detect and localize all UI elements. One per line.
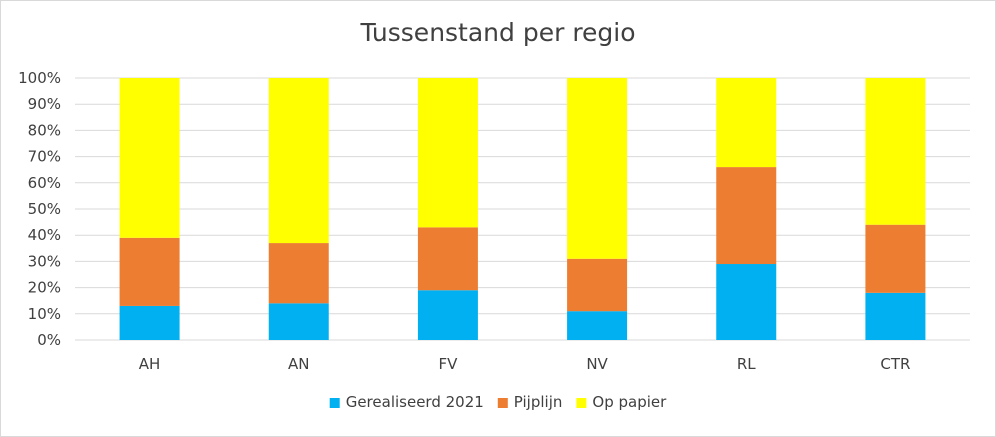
bar-an-op-papier	[268, 78, 329, 244]
legend-swatch	[497, 398, 508, 408]
chart-title: Tussenstand per regio	[360, 18, 636, 47]
y-tick-label: 80%	[28, 121, 61, 139]
y-tick-label: 70%	[28, 148, 61, 166]
bars	[119, 78, 926, 340]
bar-an-gerealiseerd-2021	[268, 303, 329, 340]
bar-nv-op-papier	[567, 78, 628, 259]
y-tick-label: 50%	[28, 200, 61, 218]
x-tick-label: AN	[288, 355, 309, 373]
bar-rl-pijplijn	[716, 167, 777, 265]
x-tick-label: RL	[737, 355, 756, 373]
bar-nv-gerealiseerd-2021	[567, 311, 628, 340]
y-tick-label: 10%	[28, 305, 61, 323]
gridlines	[75, 77, 970, 341]
legend: Gerealiseerd 2021 Pijplijn Op papier	[329, 393, 667, 411]
x-tick-label: AH	[139, 355, 161, 373]
y-tick-label: 100%	[18, 69, 61, 87]
bar-an-pijplijn	[268, 243, 329, 304]
bar-rl-gerealiseerd-2021	[716, 264, 777, 340]
legend-label: Gerealiseerd 2021	[346, 393, 484, 411]
y-axis-ticks: 0% 10% 20% 30% 40% 50% 60% 70% 80% 90% 100%	[18, 69, 61, 349]
bar-ctr-op-papier	[865, 78, 926, 225]
legend-swatch	[576, 398, 587, 408]
bar-ah-op-papier	[119, 78, 180, 238]
y-tick-label: 40%	[28, 226, 61, 244]
y-tick-label: 90%	[28, 95, 61, 113]
bar-fv-pijplijn	[417, 227, 478, 291]
bar-ctr-pijplijn	[865, 224, 926, 293]
legend-label: Op papier	[592, 393, 667, 411]
y-tick-label: 60%	[28, 174, 61, 192]
bar-ah-pijplijn	[119, 237, 180, 306]
bar-nv-pijplijn	[567, 258, 628, 312]
x-tick-label: CTR	[880, 355, 910, 373]
legend-swatch	[329, 398, 340, 408]
y-tick-label: 30%	[28, 252, 61, 270]
x-tick-label: FV	[438, 355, 458, 373]
bar-ah-gerealiseerd-2021	[119, 305, 180, 340]
y-tick-label: 0%	[37, 331, 61, 349]
x-axis-ticks: AH AN FV NV RL CTR	[139, 355, 911, 373]
bar-ctr-gerealiseerd-2021	[865, 292, 926, 340]
bar-rl-op-papier	[716, 78, 777, 168]
x-tick-label: NV	[586, 355, 608, 373]
bar-fv-gerealiseerd-2021	[417, 290, 478, 340]
y-tick-label: 20%	[28, 279, 61, 297]
bar-fv-op-papier	[417, 78, 478, 228]
legend-label: Pijplijn	[514, 393, 563, 411]
